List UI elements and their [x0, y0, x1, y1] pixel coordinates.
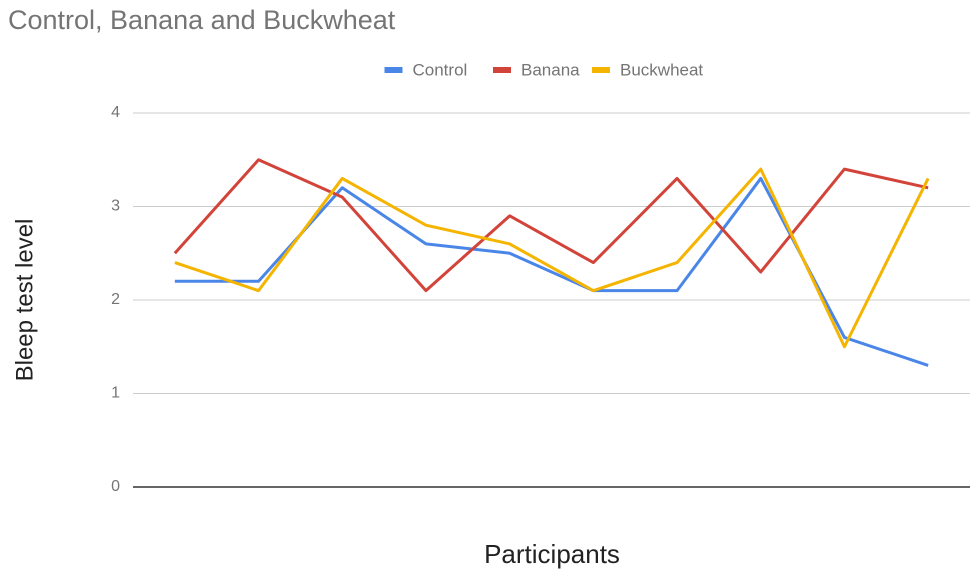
x-axis-label: Participants — [484, 539, 620, 569]
y-tick-label: 3 — [111, 198, 120, 215]
legend-label: Buckwheat — [620, 60, 703, 79]
y-tick-label: 2 — [111, 291, 120, 308]
series-line — [173, 158, 929, 293]
legend-swatch — [592, 67, 610, 73]
series-line — [174, 167, 930, 349]
legend-label: Banana — [521, 60, 580, 79]
y-tick-label: 1 — [111, 385, 120, 402]
chart-title: Control, Banana and Buckwheat — [8, 5, 396, 35]
legend-swatch — [493, 67, 511, 73]
y-tick-label: 0 — [111, 478, 120, 495]
legend-swatch — [384, 67, 403, 73]
y-tick-label: 4 — [111, 104, 120, 121]
legend-label: Control — [413, 60, 468, 79]
y-axis-label: Bleep test level — [11, 219, 38, 382]
